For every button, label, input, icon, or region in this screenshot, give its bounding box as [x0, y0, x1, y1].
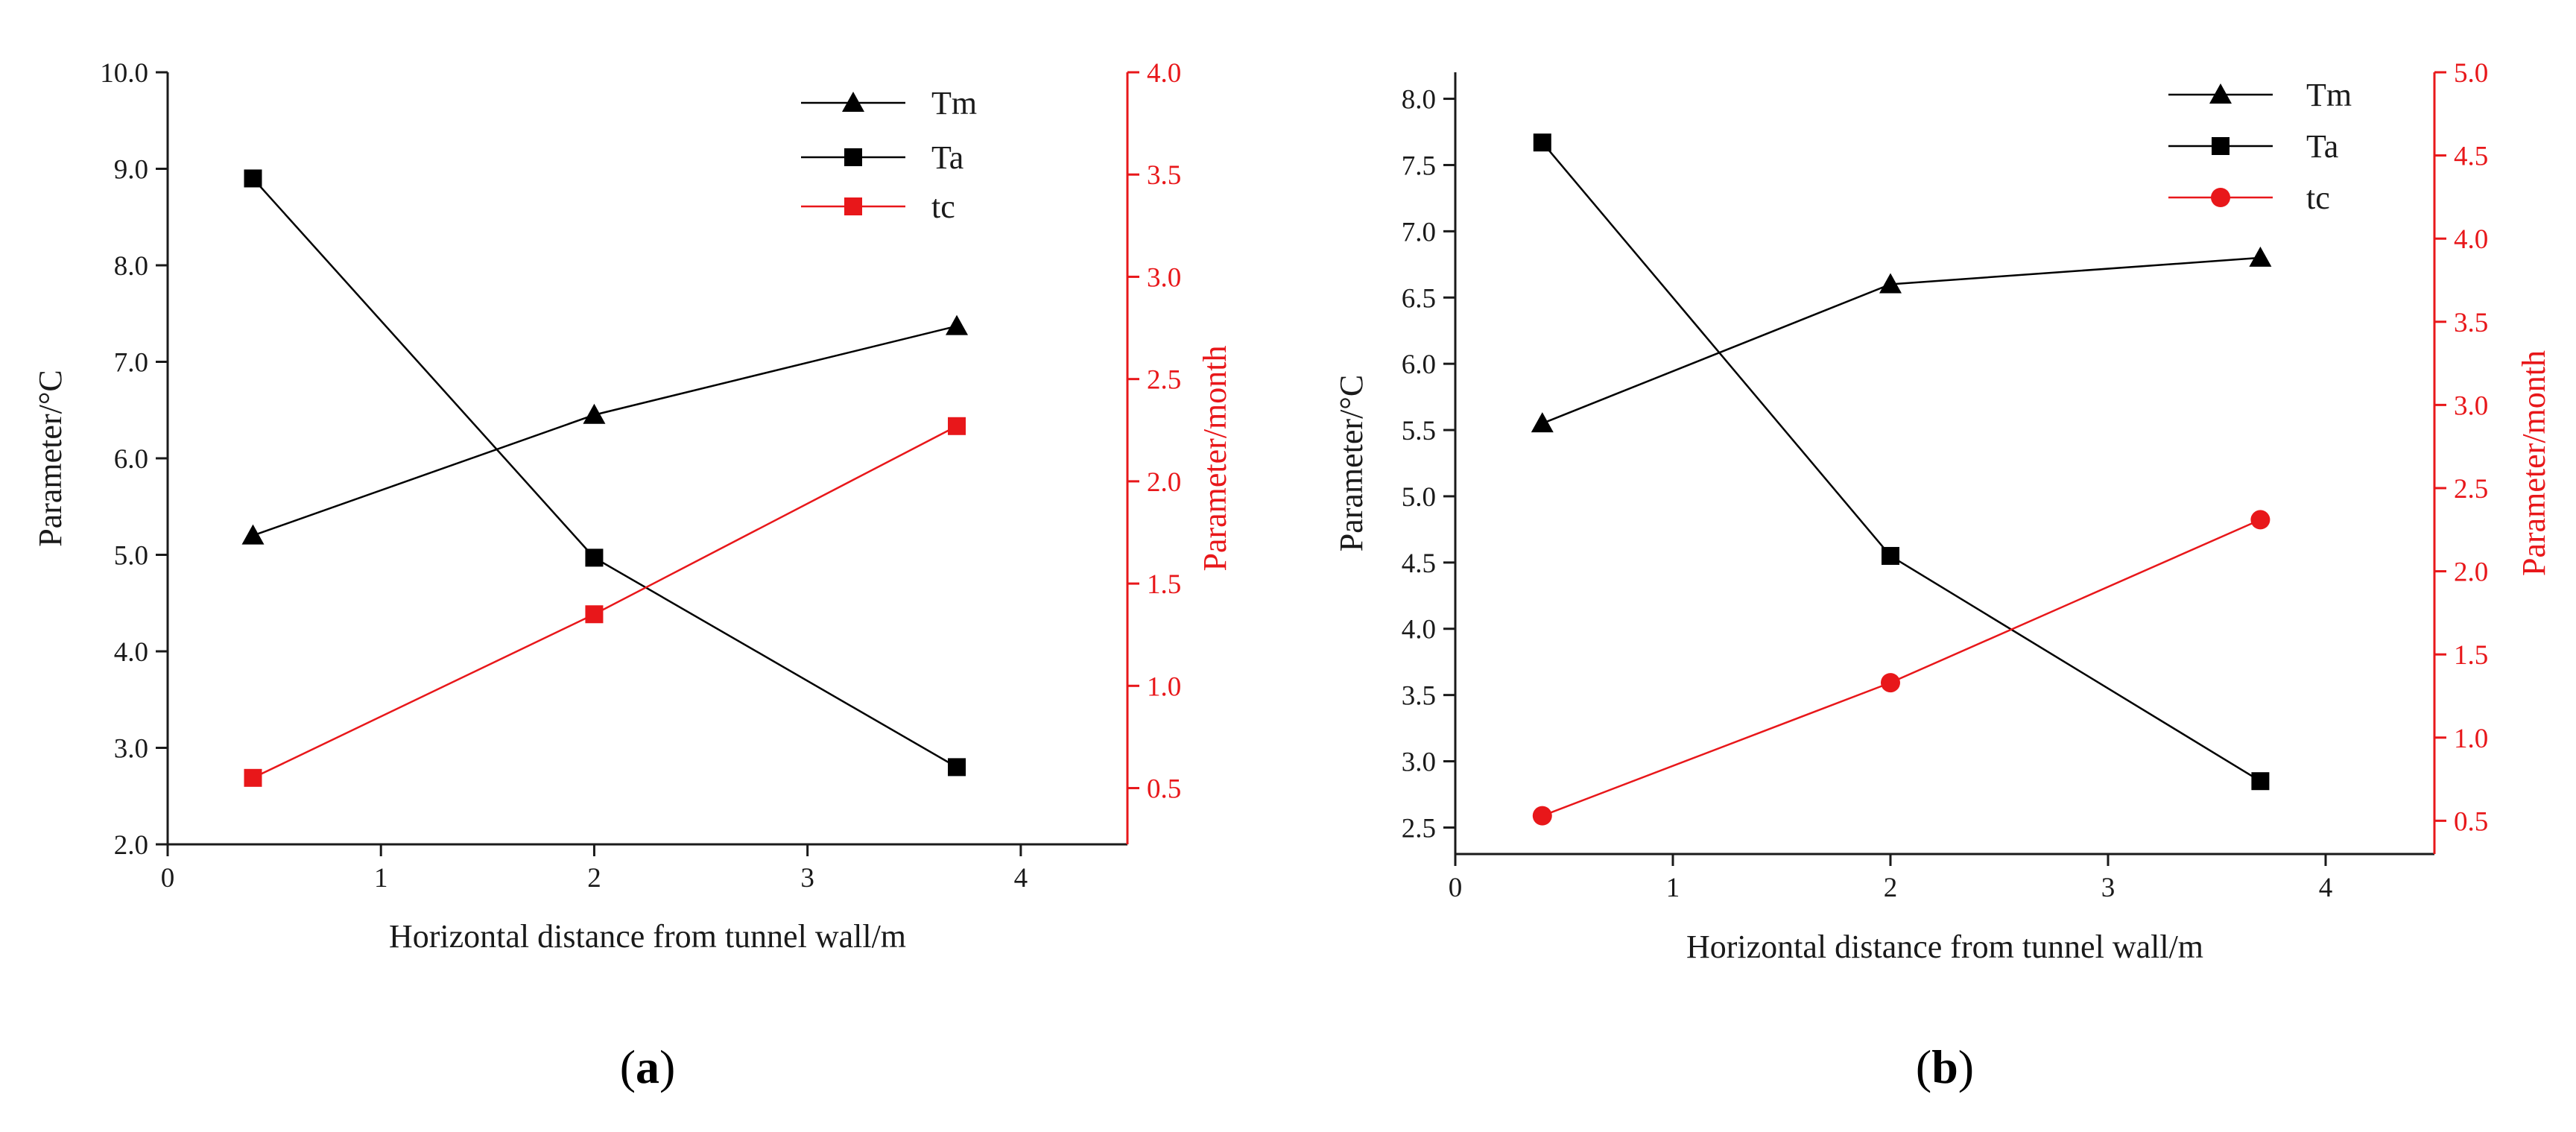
chart-panel-a: 0 1 2 3 4 2.0 3.0 4.0 5.0 6.0 7.0 8.0 9.0 10.0 0.5 1.0 1… [32, 58, 1233, 1093]
data-point-Tm [583, 403, 606, 424]
data-point-Tm [2249, 246, 2272, 267]
chart-panel-b: 0 1 2 3 4 2.5 3.0 3.5 4.0 4.5 5.0 5.5 6.0 6.5 7.0 7.5 8.… [1333, 58, 2552, 1093]
y-left-tick-label: 9.0 [114, 155, 148, 186]
x-tick-label: 1 [374, 863, 388, 894]
y-axis-right-title: Parameter/month [2516, 350, 2552, 576]
x-tick-label: 2 [1884, 873, 1898, 903]
data-point-Tm [1879, 273, 1902, 294]
y-left-tick-label: 5.5 [1402, 416, 1436, 446]
y-left-tick-label: 6.0 [114, 444, 148, 475]
panel-label-part: ( [620, 1040, 636, 1093]
y-left-tick-label: 2.5 [1402, 813, 1436, 844]
y-left-tick-label: 8.0 [114, 251, 148, 282]
y-right-tick-label: 2.5 [2454, 474, 2488, 505]
y-left-tick-label: 4.5 [1402, 548, 1436, 579]
panel-label-part: ) [659, 1040, 675, 1093]
y-axis-left-title: Parameter/°C [1333, 375, 1370, 552]
data-point-Tm [241, 524, 265, 545]
data-point-Ta [244, 169, 262, 188]
y-right-tick-label: 0.5 [2454, 806, 2488, 837]
x-tick-label: 4 [2319, 873, 2333, 903]
y-left-tick-label: 6.0 [1402, 350, 1436, 380]
data-point-Tm [946, 314, 969, 335]
y-left-tick-label: 2.0 [114, 830, 148, 861]
y-left-tick-label: 3.5 [1402, 681, 1436, 712]
panel-label: (b) [1916, 1040, 1974, 1093]
y-right-tick-label: 1.0 [2454, 724, 2488, 754]
y-right-tick-label: 2.0 [1147, 467, 1181, 498]
y-right-tick-label: 3.5 [2454, 308, 2488, 338]
y-right-tick-label: 4.5 [2454, 142, 2488, 172]
x-tick-label: 2 [587, 863, 601, 894]
panel-label: (a) [620, 1040, 676, 1093]
panel-label-part: b [1931, 1040, 1958, 1093]
data-point-Ta [1882, 546, 1899, 565]
panel-label-part: a [636, 1040, 659, 1093]
y-right-tick-label: 2.0 [2454, 557, 2488, 588]
y-right-tick-label: 4.0 [2454, 224, 2488, 255]
y-left-tick-label: 6.5 [1402, 283, 1436, 314]
legend-label-Tm: Tm [931, 85, 977, 121]
x-tick-label: 1 [1666, 873, 1680, 903]
x-tick-label: 4 [1014, 863, 1028, 894]
data-point-Ta [585, 548, 604, 567]
y-left-tick-label: 7.5 [1402, 151, 1436, 181]
legend-marker-Tm [2209, 83, 2232, 104]
y-right-tick-label: 1.0 [1147, 671, 1181, 702]
data-point-tc [1881, 673, 1900, 693]
y-left-tick-label: 3.0 [1402, 747, 1436, 778]
y-left-tick-label: 4.0 [1402, 615, 1436, 645]
x-tick-label: 0 [1449, 873, 1463, 903]
y-right-tick-label: 3.0 [1147, 262, 1181, 293]
legend-marker-Tm [842, 92, 864, 112]
y-right-tick-label: 1.5 [1147, 569, 1181, 600]
y-axis-right-title: Parameter/month [1197, 345, 1233, 571]
y-right-tick-label: 4.0 [1147, 58, 1181, 89]
y-axis-left-title: Parameter/°C [32, 370, 69, 547]
x-axis-title: Horizontal distance from tunnel wall/m [389, 918, 906, 955]
y-left-tick-label: 10.0 [100, 58, 148, 89]
legend-marker-Ta [2212, 137, 2230, 155]
legend-label-tc: tc [931, 189, 955, 225]
y-left-tick-label: 7.0 [114, 348, 148, 379]
y-left-tick-label: 4.0 [114, 637, 148, 668]
y-left-tick-label: 7.0 [1402, 217, 1436, 247]
y-right-tick-label: 0.5 [1147, 774, 1181, 805]
data-point-tc [2250, 510, 2270, 530]
panel-label-part: ( [1916, 1040, 1931, 1093]
panel-label-part: ) [1958, 1040, 1974, 1093]
y-right-tick-label: 1.5 [2454, 640, 2488, 671]
legend-marker-tc [844, 197, 862, 215]
data-point-tc [948, 417, 966, 435]
y-left-tick-label: 5.0 [114, 541, 148, 572]
x-axis-title: Horizontal distance from tunnel wall/m [1686, 929, 2203, 965]
legend-label-Tm: Tm [2306, 77, 2352, 113]
data-point-Tm [1531, 412, 1554, 433]
legend-marker-tc [2211, 188, 2230, 207]
data-point-Ta [1533, 133, 1551, 152]
x-tick-label: 3 [2101, 873, 2115, 903]
legend-label-Ta: Ta [2306, 128, 2338, 165]
y-right-tick-label: 3.5 [1147, 160, 1181, 191]
data-point-Ta [2251, 772, 2270, 791]
y-left-tick-label: 8.0 [1402, 85, 1436, 116]
legend-label-tc: tc [2306, 180, 2330, 216]
data-point-tc [585, 605, 604, 624]
x-tick-label: 0 [161, 863, 175, 894]
data-point-tc [1532, 806, 1552, 826]
y-right-tick-label: 5.0 [2454, 58, 2488, 89]
x-tick-label: 3 [800, 863, 814, 894]
legend-marker-Ta [844, 148, 862, 166]
y-left-tick-label: 3.0 [114, 734, 148, 765]
y-left-tick-label: 5.0 [1402, 482, 1436, 513]
y-right-tick-label: 2.5 [1147, 365, 1181, 396]
data-point-Ta [948, 758, 966, 777]
y-right-tick-label: 3.0 [2454, 390, 2488, 421]
data-point-tc [244, 768, 262, 787]
legend-label-Ta: Ta [931, 139, 963, 176]
